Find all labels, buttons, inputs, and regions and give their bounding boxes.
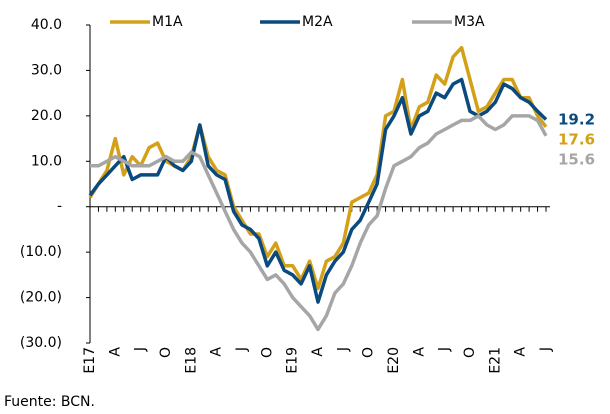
y-tick-label: (10.0) (20, 244, 62, 260)
x-tick-label: J (437, 347, 453, 352)
x-tick-label: A (411, 347, 427, 357)
series-line (88, 45, 548, 291)
y-tick-label: 10.0 (31, 153, 62, 169)
y-tick-label: 30.0 (31, 62, 62, 78)
x-tick-label: J (335, 347, 351, 352)
x-tick-label: A (209, 347, 225, 357)
legend-label: M3A (454, 14, 485, 30)
y-tick-label: 40.0 (31, 17, 62, 33)
x-tick-label: E19 (285, 347, 301, 374)
x-tick-label: J (133, 347, 149, 352)
series-line (90, 114, 548, 332)
y-tick-label: (30.0) (20, 335, 62, 351)
x-tick-label: A (107, 347, 123, 357)
x-tick-label: A (310, 347, 326, 357)
source-note: Fuente: BCN. (4, 394, 95, 410)
legend-label: M2A (302, 14, 333, 30)
x-tick-label: E21 (487, 347, 503, 374)
end-value-label: 15.6 (558, 151, 595, 169)
x-tick-label: J (538, 347, 554, 352)
x-tick-label: O (361, 347, 377, 358)
y-tick-label: (20.0) (20, 290, 62, 306)
x-tick-label: J (234, 347, 250, 352)
x-tick-label: O (462, 347, 478, 358)
x-tick-label: E18 (183, 347, 199, 374)
end-value-label: 19.2 (558, 111, 595, 129)
x-tick-label: O (259, 347, 275, 358)
x-tick-label: O (158, 347, 174, 358)
series-line (88, 77, 548, 304)
x-tick-label: E17 (82, 347, 98, 374)
y-tick-label: - (57, 199, 62, 215)
y-tick-label: 20.0 (31, 108, 62, 124)
end-value-label: 17.6 (558, 131, 595, 149)
x-tick-label: A (513, 347, 529, 357)
legend-label: M1A (152, 14, 183, 30)
x-tick-label: E20 (386, 347, 402, 374)
